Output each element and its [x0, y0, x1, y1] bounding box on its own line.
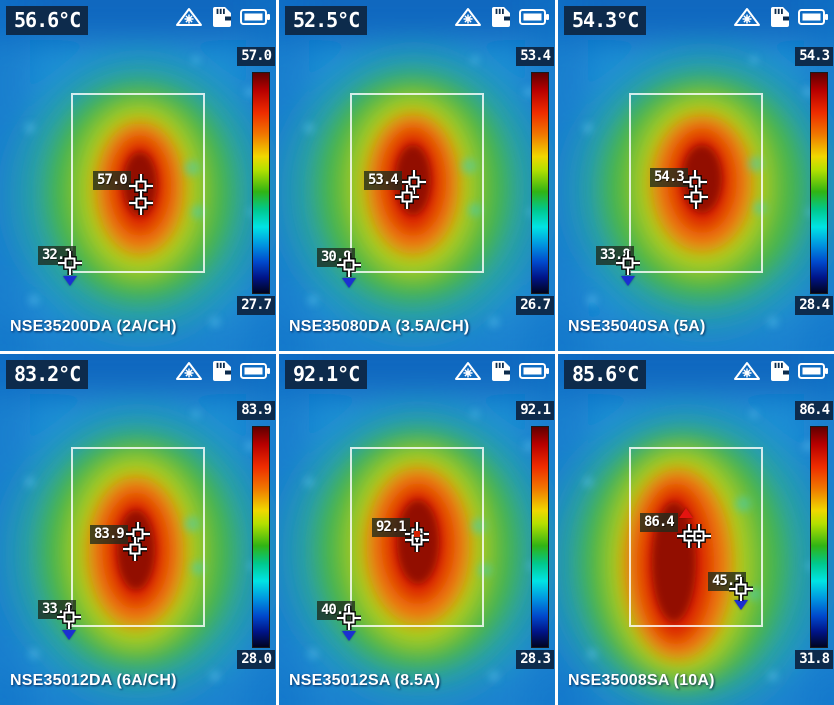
model-label: NSE35040SA (5A) — [568, 318, 706, 335]
model-label: NSE35012DA (6A/CH) — [10, 672, 177, 689]
thermal-panel-2: 52.5°C 53.4 26.7 53.4 30.9 NSE35080DA (3… — [279, 0, 555, 351]
color-scale-bar — [810, 72, 828, 294]
scale-min-label: 28.3 — [516, 650, 554, 669]
sd-card-icon — [492, 7, 510, 27]
scale-max-label: 53.4 — [516, 47, 554, 66]
scale-max-label: 86.4 — [795, 401, 833, 420]
temperature-readout: 85.6°C — [564, 360, 647, 389]
thermal-panel-6: 85.6°C 86.4 31.8 86.4 45.5 NSE35008SA (1… — [558, 354, 834, 705]
model-label: NSE35012SA (8.5A) — [289, 672, 441, 689]
scale-min-label: 28.4 — [795, 296, 833, 315]
hot-spot-crosshair-icon — [683, 184, 709, 210]
status-icons — [733, 361, 829, 381]
hot-spot-label: 86.4 — [640, 513, 678, 532]
cold-spot-arrow-icon — [621, 276, 635, 286]
color-scale-bar — [252, 72, 270, 294]
hot-spot-crosshair-icon — [128, 190, 154, 216]
scale-max-label: 92.1 — [516, 401, 554, 420]
status-icons — [175, 7, 271, 27]
hot-spot-crosshair-icon — [394, 184, 420, 210]
status-icons — [454, 7, 550, 27]
cold-spot-arrow-icon — [63, 276, 77, 286]
scale-min-label: 28.0 — [237, 650, 275, 669]
laser-warning-icon — [455, 362, 481, 380]
cold-spot-arrow-icon — [342, 278, 356, 288]
battery-full-icon — [519, 363, 550, 379]
cold-spot-crosshair-icon — [728, 576, 754, 602]
temperature-readout: 54.3°C — [564, 6, 647, 35]
cold-spot-crosshair-icon — [615, 250, 641, 276]
laser-warning-icon — [734, 362, 760, 380]
color-scale-bar — [531, 426, 549, 648]
thermal-panel-4: 83.2°C 83.9 28.0 83.9 33.8 NSE35012DA (6… — [0, 354, 276, 705]
model-label: NSE35080DA (3.5A/CH) — [289, 318, 470, 335]
laser-warning-icon — [455, 8, 481, 26]
battery-full-icon — [519, 9, 550, 25]
temperature-readout: 56.6°C — [6, 6, 89, 35]
scale-min-label: 31.8 — [795, 650, 833, 669]
cold-spot-arrow-icon — [342, 631, 356, 641]
model-label: NSE35008SA (10A) — [568, 672, 715, 689]
sd-card-icon — [213, 7, 231, 27]
sd-card-icon — [213, 361, 231, 381]
measure-area-box — [629, 447, 763, 627]
temperature-readout: 52.5°C — [285, 6, 368, 35]
cold-spot-crosshair-icon — [56, 604, 82, 630]
hot-spot-arrow-icon — [679, 508, 693, 518]
measure-area-box — [350, 93, 484, 273]
cold-spot-crosshair-icon — [57, 250, 83, 276]
laser-warning-icon — [176, 362, 202, 380]
model-label: NSE35200DA (2A/CH) — [10, 318, 177, 335]
thermal-panel-1: 56.6°C 57.0 27.7 57.0 32.1 NSE35200DA (2… — [0, 0, 276, 351]
hot-spot-crosshair-icon — [686, 523, 712, 549]
thermal-image — [558, 354, 834, 705]
hot-spot-crosshair-icon — [122, 536, 148, 562]
laser-warning-icon — [734, 8, 760, 26]
battery-full-icon — [240, 9, 271, 25]
hot-spot-label: 83.9 — [90, 525, 128, 544]
cold-spot-crosshair-icon — [336, 605, 362, 631]
hot-spot-label: 54.3 — [650, 168, 688, 187]
temperature-readout: 83.2°C — [6, 360, 89, 389]
scale-max-label: 57.0 — [237, 47, 275, 66]
measure-area-box — [350, 447, 484, 627]
color-scale-bar — [531, 72, 549, 294]
temperature-readout: 92.1°C — [285, 360, 368, 389]
measure-area-box — [71, 447, 205, 627]
color-scale-bar — [252, 426, 270, 648]
laser-warning-icon — [176, 8, 202, 26]
hot-spot-center-dot — [414, 531, 420, 537]
battery-full-icon — [240, 363, 271, 379]
scale-max-label: 83.9 — [237, 401, 275, 420]
status-icons — [733, 7, 829, 27]
color-scale-bar — [810, 426, 828, 648]
sd-card-icon — [492, 361, 510, 381]
sd-card-icon — [771, 7, 789, 27]
hot-spot-label: 57.0 — [93, 171, 131, 190]
scale-max-label: 54.3 — [795, 47, 833, 66]
battery-full-icon — [798, 9, 829, 25]
hot-spot-label: 92.1 — [372, 518, 410, 537]
cold-spot-arrow-icon — [734, 600, 748, 610]
hot-spot-label: 53.4 — [364, 171, 402, 190]
status-icons — [175, 361, 271, 381]
cold-spot-arrow-icon — [62, 630, 76, 640]
cold-spot-crosshair-icon — [336, 252, 362, 278]
scale-min-label: 27.7 — [237, 296, 275, 315]
scale-min-label: 26.7 — [516, 296, 554, 315]
status-icons — [454, 361, 550, 381]
sd-card-icon — [771, 361, 789, 381]
measure-area-box — [71, 93, 205, 273]
thermal-panel-3: 54.3°C 54.3 28.4 54.3 33.8 NSE35040SA (5… — [558, 0, 834, 351]
battery-full-icon — [798, 363, 829, 379]
measure-area-box — [629, 93, 763, 273]
thermal-panel-5: 92.1°C 92.1 28.3 92.1 40.6 NSE35012SA (8… — [279, 354, 555, 705]
